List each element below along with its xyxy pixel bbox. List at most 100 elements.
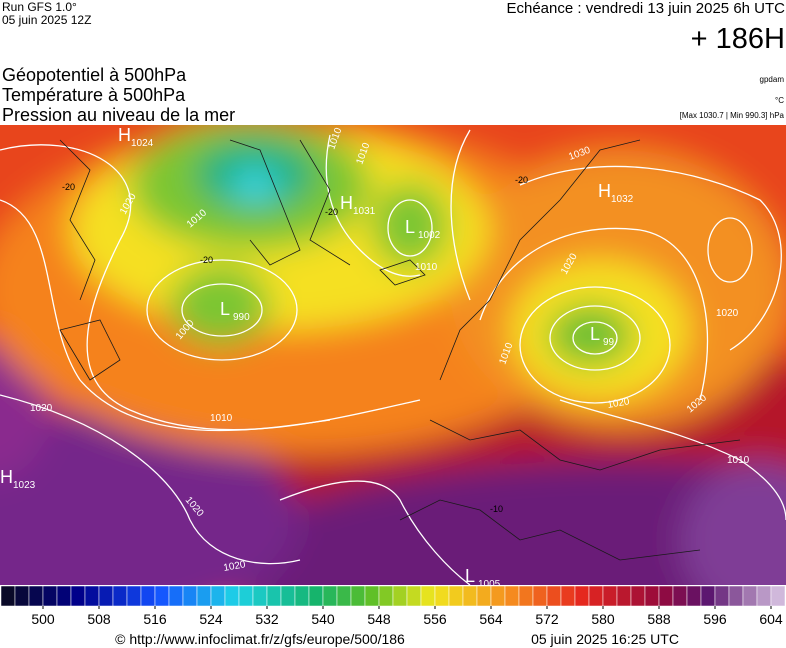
colorbar-cell (700, 585, 716, 607)
colorbar-cell (308, 585, 324, 607)
colorbar-cell (448, 585, 464, 607)
colorbar-cell (644, 585, 660, 607)
colorbar-cell (182, 585, 198, 607)
colorbar-tick-label: 540 (311, 611, 335, 627)
temperature-label: -20 (62, 182, 75, 192)
colorbar-tick-label: 532 (255, 611, 279, 627)
colorbar-tick-label: 524 (199, 611, 223, 627)
temperature-label: -20 (200, 255, 213, 265)
colorbar-cell (112, 585, 128, 607)
colorbar-cell (728, 585, 744, 607)
isobar-label: 1010 (415, 262, 438, 273)
colorbar-tick-label: 508 (87, 611, 111, 627)
colorbar-cell (210, 585, 226, 607)
isobar-label: 1020 (223, 559, 247, 574)
colorbar-cell (770, 585, 786, 607)
colorbar-cell (532, 585, 548, 607)
center-letter: H (118, 125, 131, 145)
colorbar-cell (364, 585, 380, 607)
colorbar-cell (266, 585, 282, 607)
colorbar-cell (294, 585, 310, 607)
colorbar-cell (490, 585, 506, 607)
colorbar-cell (714, 585, 730, 607)
source-url: © http://www.infoclimat.fr/z/gfs/europe/… (115, 631, 405, 647)
colorbar-tick-label: 588 (647, 611, 671, 627)
center-letter: H (340, 193, 353, 213)
colorbar-tick-label: 548 (367, 611, 391, 627)
colorbar-cell (462, 585, 478, 607)
colorbar-tick-label: 596 (703, 611, 727, 627)
center-value: 990 (233, 312, 250, 323)
colorbar-tick-label: 516 (143, 611, 167, 627)
colorbar-cell (126, 585, 142, 607)
temperature-label: -20 (325, 207, 338, 217)
center-value: 1032 (611, 194, 634, 205)
center-letter: L (590, 324, 600, 344)
colorbar-tick-label: 572 (535, 611, 559, 627)
unit-label: [Max 1030.7 | Min 990.3] hPa (680, 111, 785, 120)
colorbar-cell (630, 585, 646, 607)
colorbar-cell (742, 585, 758, 607)
colorbar-cell (84, 585, 100, 607)
center-value: 99 (603, 337, 615, 348)
layer-label: Température à 500hPa (2, 85, 186, 105)
center-value: 1023 (13, 480, 36, 491)
isobar-label: 1020 (607, 396, 631, 411)
colorbar-cell (42, 585, 58, 607)
colorbar-cell (392, 585, 408, 607)
colorbar-cell (154, 585, 170, 607)
center-value: 1031 (353, 206, 376, 217)
colorbar-cell (280, 585, 296, 607)
unit-label: gpdam (760, 75, 785, 84)
colorbar-cell (476, 585, 492, 607)
center-value: 1002 (418, 230, 441, 241)
colorbar-cell (322, 585, 338, 607)
colorbar-cell (252, 585, 268, 607)
unit-label: °C (775, 96, 784, 105)
colorbar-cell (602, 585, 618, 607)
colorbar-cell (420, 585, 436, 607)
center-value: 1024 (131, 138, 154, 149)
colorbar-cell (658, 585, 674, 607)
colorbar-cell (588, 585, 604, 607)
colorbar-tick-label: 500 (31, 611, 55, 627)
run-label: Run GFS 1.0° (2, 0, 77, 14)
colorbar-tick-label: 604 (759, 611, 783, 627)
center-value: 1005 (478, 579, 501, 590)
colorbar-cell (756, 585, 772, 607)
isobar-label: 1010 (210, 413, 233, 424)
colorbar-cell (350, 585, 366, 607)
isobars (0, 129, 786, 585)
colorbar-cell (504, 585, 520, 607)
colorbar-cell (672, 585, 688, 607)
colorbar-tick-label: 556 (423, 611, 447, 627)
colorbar-cell (686, 585, 702, 607)
colorbar-cell (28, 585, 44, 607)
center-letter: H (0, 467, 13, 487)
colorbar-cell (616, 585, 632, 607)
run-time: 05 juin 2025 12Z (2, 13, 91, 27)
colorbar-cell (518, 585, 534, 607)
center-letter: L (405, 217, 415, 237)
colorbar-cell (56, 585, 72, 607)
isobar-label: 1020 (716, 308, 739, 319)
colorbar-cell (560, 585, 576, 607)
colorbar-cell (14, 585, 30, 607)
center-letter: H (598, 181, 611, 201)
generated-time: 05 juin 2025 16:25 UTC (531, 631, 679, 647)
colorbar-cell (168, 585, 184, 607)
colorbar-cell (238, 585, 254, 607)
colorbar-cell (378, 585, 394, 607)
valid-time: Echéance : vendredi 13 juin 2025 6h UTC (506, 0, 785, 17)
colorbar-cell (0, 585, 16, 607)
center-letter: L (465, 566, 475, 586)
colorbar-cell (434, 585, 450, 607)
map-field (0, 125, 786, 585)
colorbar-cell (140, 585, 156, 607)
isobar-label: 1020 (30, 403, 53, 414)
colorbar-tick-label: 580 (591, 611, 615, 627)
colorbar-cell (98, 585, 114, 607)
layer-label: Géopotentiel à 500hPa (2, 65, 187, 85)
